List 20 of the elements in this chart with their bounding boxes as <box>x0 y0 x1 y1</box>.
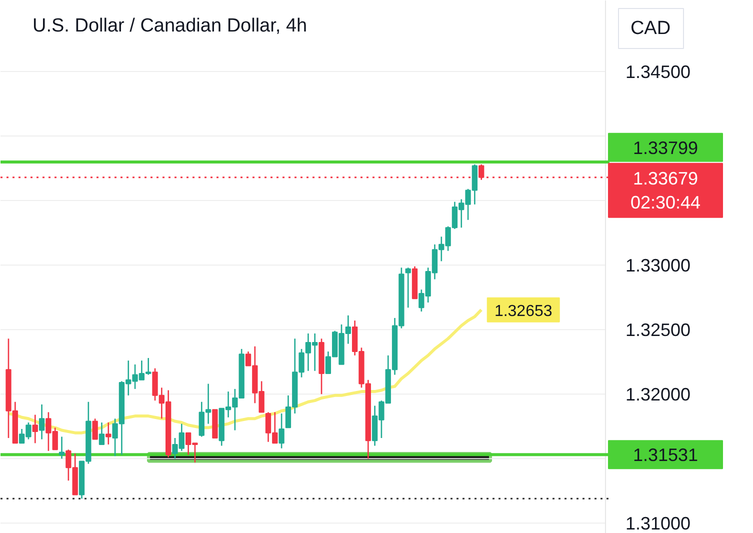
y-tick-label: 1.33000 <box>626 256 691 276</box>
y-tick-label: 1.32000 <box>626 384 691 405</box>
candlestick <box>278 412 284 449</box>
candlestick <box>38 404 45 440</box>
candlestick <box>92 418 98 440</box>
candlestick <box>98 422 105 446</box>
candlestick <box>58 436 65 460</box>
ref-line-label: 1.31531 <box>632 445 698 466</box>
text: CAD <box>630 18 671 39</box>
ref-line-label: 1.33799 <box>632 138 698 158</box>
candlestick <box>405 266 411 308</box>
candlestick <box>478 164 484 181</box>
candlestick <box>32 414 38 444</box>
y-tick-label: 1.32500 <box>626 320 691 340</box>
text: U.S. Dollar / Canadian Dollar, 4h <box>32 16 308 36</box>
candlestick <box>106 422 112 446</box>
ref-line-label: 1.33679 02:30:44 <box>630 168 701 212</box>
y-tick-label: 1.34500 <box>626 62 691 82</box>
data-label: 1.32653 <box>494 302 552 320</box>
y-tick-label: 1.31000 <box>626 514 691 533</box>
